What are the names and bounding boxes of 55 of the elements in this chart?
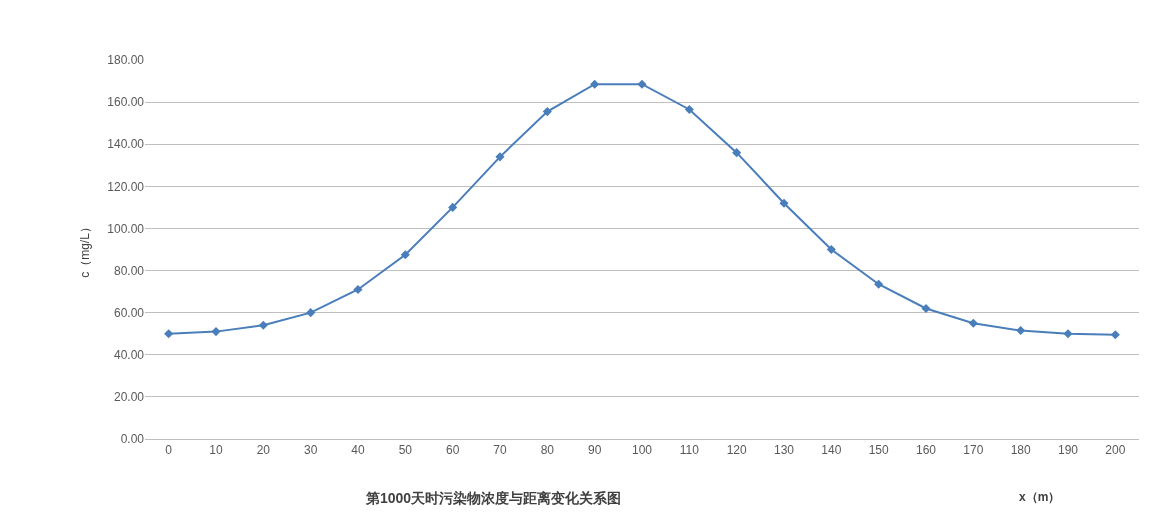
y-tick-label: 100.00	[107, 221, 145, 236]
point	[732, 148, 742, 158]
y-tick-label: 140.00	[107, 137, 145, 152]
x-axis-title: x（m）	[1019, 490, 1061, 504]
x-tick-label: 180	[1010, 443, 1031, 458]
point	[258, 320, 268, 330]
point	[779, 198, 789, 208]
y-tick-label: 80.00	[113, 263, 145, 278]
x-tick-label: 130	[773, 443, 795, 458]
point	[306, 308, 316, 318]
point	[1110, 330, 1120, 340]
x-tick-label: 110	[679, 443, 700, 458]
x-tick-label: 70	[493, 443, 507, 458]
point	[684, 104, 694, 115]
x-tick-label: 0	[165, 443, 173, 458]
y-tick-label: 160.00	[107, 95, 145, 110]
y-tick-label: 120.00	[107, 179, 145, 194]
x-tick-label: 20	[256, 443, 271, 458]
x-tick-label: 40	[351, 443, 365, 458]
point	[211, 327, 221, 337]
x-tick-label: 60	[445, 443, 460, 458]
point	[164, 329, 174, 339]
x-tick-label: 170	[963, 443, 984, 458]
x-tick-label: 50	[398, 443, 413, 458]
point	[637, 79, 647, 89]
x-tick-label: 10	[209, 443, 223, 458]
point	[1063, 329, 1073, 339]
x-tick-label: 100	[631, 443, 653, 458]
x-tick-label: 190	[1057, 443, 1079, 458]
point	[400, 250, 410, 260]
point	[968, 318, 978, 328]
x-tick-label: 160	[915, 443, 937, 458]
x-tick-label: 200	[1105, 443, 1126, 458]
point	[495, 152, 505, 162]
point	[542, 107, 552, 117]
y-tick-label: 60.00	[113, 305, 145, 320]
point	[921, 303, 931, 314]
point	[353, 284, 363, 295]
y-tick-label: 20.00	[113, 390, 145, 405]
x-tick-label: 120	[726, 443, 747, 458]
x-tick-label: 80	[540, 443, 555, 458]
y-tick-label: 40.00	[113, 347, 145, 362]
y-axis-title: c（mg/L）	[77, 221, 92, 278]
text: 第1000天时污染物浓度与距离变化关系图	[365, 490, 622, 506]
point	[1016, 326, 1026, 336]
x-tick-label: 140	[821, 443, 842, 458]
y-tick-label: 0.00	[120, 432, 145, 447]
point	[874, 279, 884, 289]
point	[590, 79, 600, 89]
point	[448, 202, 458, 212]
point	[826, 244, 836, 255]
x-tick-label: 150	[868, 443, 889, 458]
x-tick-label: 90	[587, 443, 602, 458]
y-tick-label: 180.00	[107, 53, 145, 68]
x-tick-label: 30	[303, 443, 318, 458]
